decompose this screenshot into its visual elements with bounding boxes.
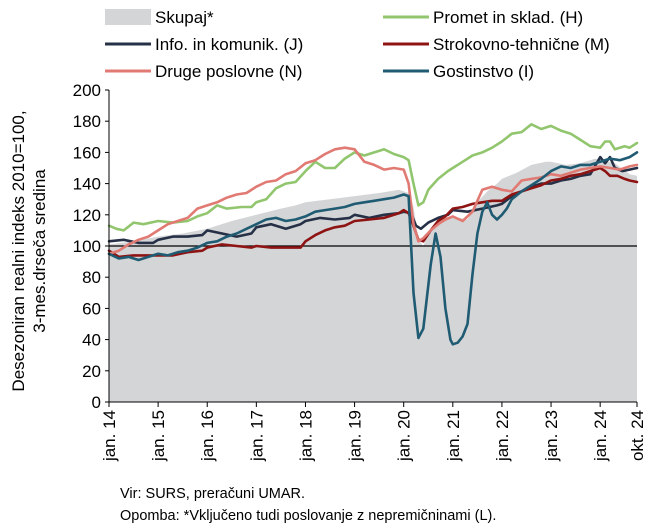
plot-area	[107, 123, 639, 402]
x-tick-label: jan. 23	[542, 410, 561, 462]
legend-item-promet-in-sklad-h: Promet in sklad. (H)	[383, 8, 583, 27]
x-tick-label: jan. 18	[297, 410, 316, 462]
legend-item-strokovno-tehni-ne-m: Strokovno-tehnične (M)	[383, 35, 610, 54]
y-tick-label: 140	[73, 175, 101, 194]
legend-label: Druge poslovne (N)	[155, 62, 302, 81]
y-tick-label: 0	[92, 393, 101, 412]
legend-item-skupaj: Skupaj*	[105, 8, 214, 27]
y-tick-label: 80	[82, 268, 101, 287]
legend-item-info-in-komunik-j: Info. in komunik. (J)	[105, 35, 303, 54]
y-axis-label: Desezoniran realni indeks 2010=100, 3-mes…	[9, 110, 49, 391]
legend-label: Gostinstvo (I)	[433, 62, 534, 81]
y-tick-label: 100	[73, 237, 101, 256]
y-axis-label-line: Desezoniran realni indeks 2010=100,	[9, 110, 28, 391]
legend-label: Strokovno-tehnične (M)	[433, 35, 610, 54]
footnote: Opomba: *Vključeno tudi poslovanje z nep…	[120, 508, 497, 524]
x-axis: jan. 14 jan. 15 jan. 16 jan. 17 jan. 18 jan. …	[100, 401, 647, 462]
series-line-gostinstvo-i	[107, 151, 639, 346]
y-tick-label: 160	[73, 143, 101, 162]
y-tick-label: 40	[82, 331, 101, 350]
series-line-promet-in-sklad-h	[107, 123, 639, 232]
y-tick-label: 20	[82, 362, 101, 381]
x-tick-label: jan. 16	[198, 410, 217, 462]
y-tick-label: 200	[73, 81, 101, 100]
legend-label: Promet in sklad. (H)	[433, 8, 583, 27]
series-area-skupaj	[109, 158, 637, 402]
legend-item-druge-poslovne-n: Druge poslovne (N)	[105, 62, 302, 81]
legend: Skupaj* Promet in sklad. (H) Info. in komu…	[105, 8, 610, 81]
legend-swatch	[105, 9, 151, 25]
x-tick-label: jan. 15	[149, 410, 168, 462]
x-tick-label: jan. 22	[493, 410, 512, 462]
legend-label: Skupaj*	[155, 8, 214, 27]
x-tick-label: jan. 20	[395, 410, 414, 462]
y-tick-label: 120	[73, 206, 101, 225]
x-tick-label: jan. 24	[591, 410, 610, 462]
source-note: Vir: SURS, preračuni UMAR.	[120, 486, 306, 502]
x-tick-label: jan. 21	[444, 410, 463, 462]
y-axis-label-line: 3-mes.drseča sredina	[30, 169, 49, 333]
y-axis: 0 20 40 60 80 100 120 140 160 180 200	[73, 81, 110, 412]
x-tick-label: okt. 24	[628, 410, 647, 461]
chart: Skupaj* Promet in sklad. (H) Info. in komu…	[9, 8, 647, 462]
legend-item-gostinstvo-i: Gostinstvo (I)	[383, 62, 534, 81]
y-tick-label: 60	[82, 299, 101, 318]
y-tick-label: 180	[73, 112, 101, 131]
x-tick-label: jan. 17	[247, 410, 266, 462]
x-tick-label: jan. 14	[100, 410, 119, 462]
x-tick-label: jan. 19	[346, 410, 365, 462]
legend-label: Info. in komunik. (J)	[155, 35, 303, 54]
